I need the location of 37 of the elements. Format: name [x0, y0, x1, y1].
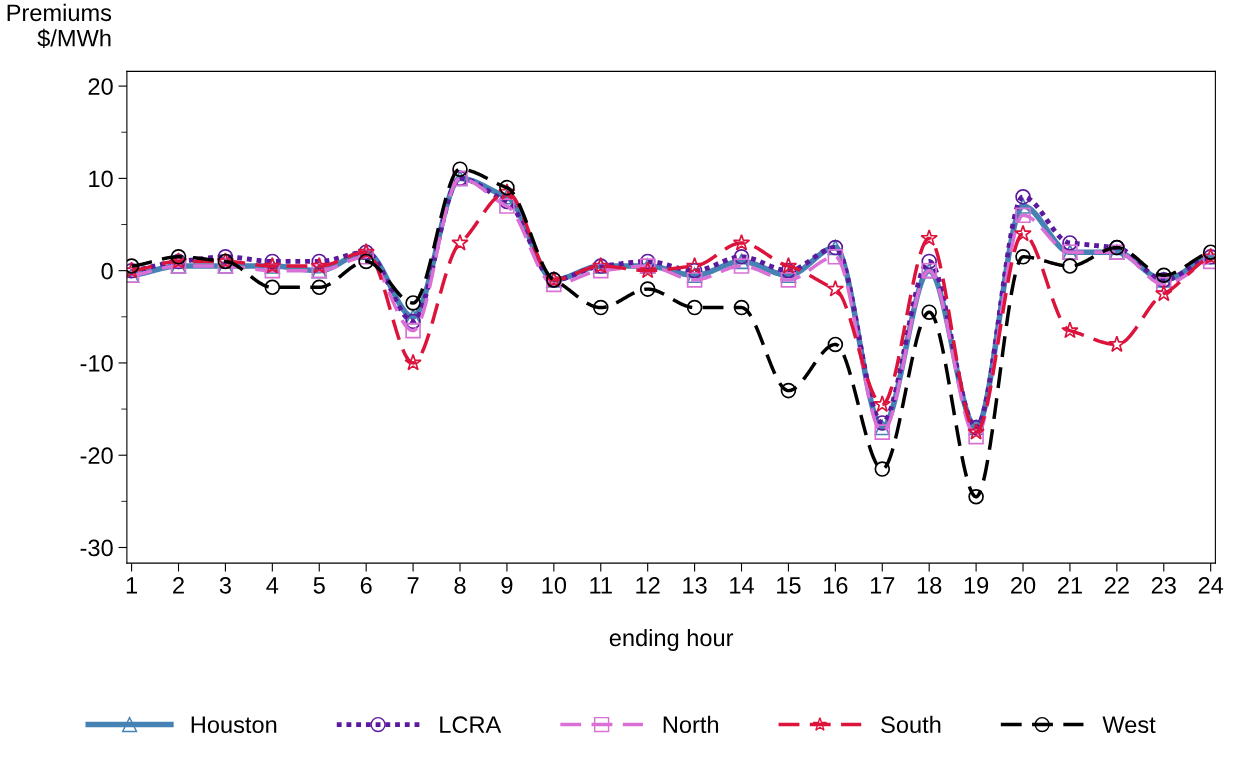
x-tick-label: 16 [824, 577, 848, 594]
x-tick-label: 18 [917, 577, 942, 594]
y-tick-label: -30 [80, 539, 113, 557]
x-tick-label: 2 [173, 577, 184, 594]
legend-label: West [1102, 716, 1156, 734]
y-tick-label: -10 [80, 355, 113, 372]
x-tick-label: 13 [683, 577, 707, 594]
x-tick-label: 17 [870, 577, 895, 594]
legend-label: North [663, 715, 719, 734]
legend-label: Houston [191, 716, 277, 734]
x-tick-label: 20 [1011, 577, 1036, 594]
legend-label: LCRA [440, 716, 502, 734]
x-tick-label: 9 [501, 577, 513, 594]
x-tick-label: 6 [360, 577, 372, 594]
x-tick-label: 15 [777, 577, 801, 594]
y-axis-title: Premiums $/MWh [7, 3, 112, 48]
x-tick-label: 14 [730, 577, 754, 594]
x-tick-label: 22 [1104, 577, 1129, 594]
legend-label: South [881, 715, 941, 734]
x-tick-label: 5 [313, 577, 325, 594]
x-tick-label: 3 [219, 577, 231, 594]
x-tick-label: 7 [407, 577, 419, 594]
x-tick-label: 19 [964, 577, 989, 594]
x-tick-label: 12 [636, 577, 660, 594]
x-tick-label: 24 [1198, 577, 1224, 594]
x-tick-label: 1 [126, 577, 137, 594]
y-tick-label: 10 [89, 170, 113, 188]
x-tick-label: 10 [542, 577, 567, 594]
x-axis-title: ending hour [609, 628, 734, 651]
y-tick-label: 0 [101, 262, 113, 280]
x-tick-label: 11 [590, 577, 612, 594]
x-tick-label: 8 [454, 577, 466, 594]
x-tick-label: 21 [1058, 577, 1082, 594]
y-tick-label: 20 [88, 78, 113, 95]
x-tick-label: 4 [266, 577, 279, 594]
x-tick-label: 23 [1151, 577, 1176, 594]
y-tick-label: -20 [80, 447, 113, 464]
